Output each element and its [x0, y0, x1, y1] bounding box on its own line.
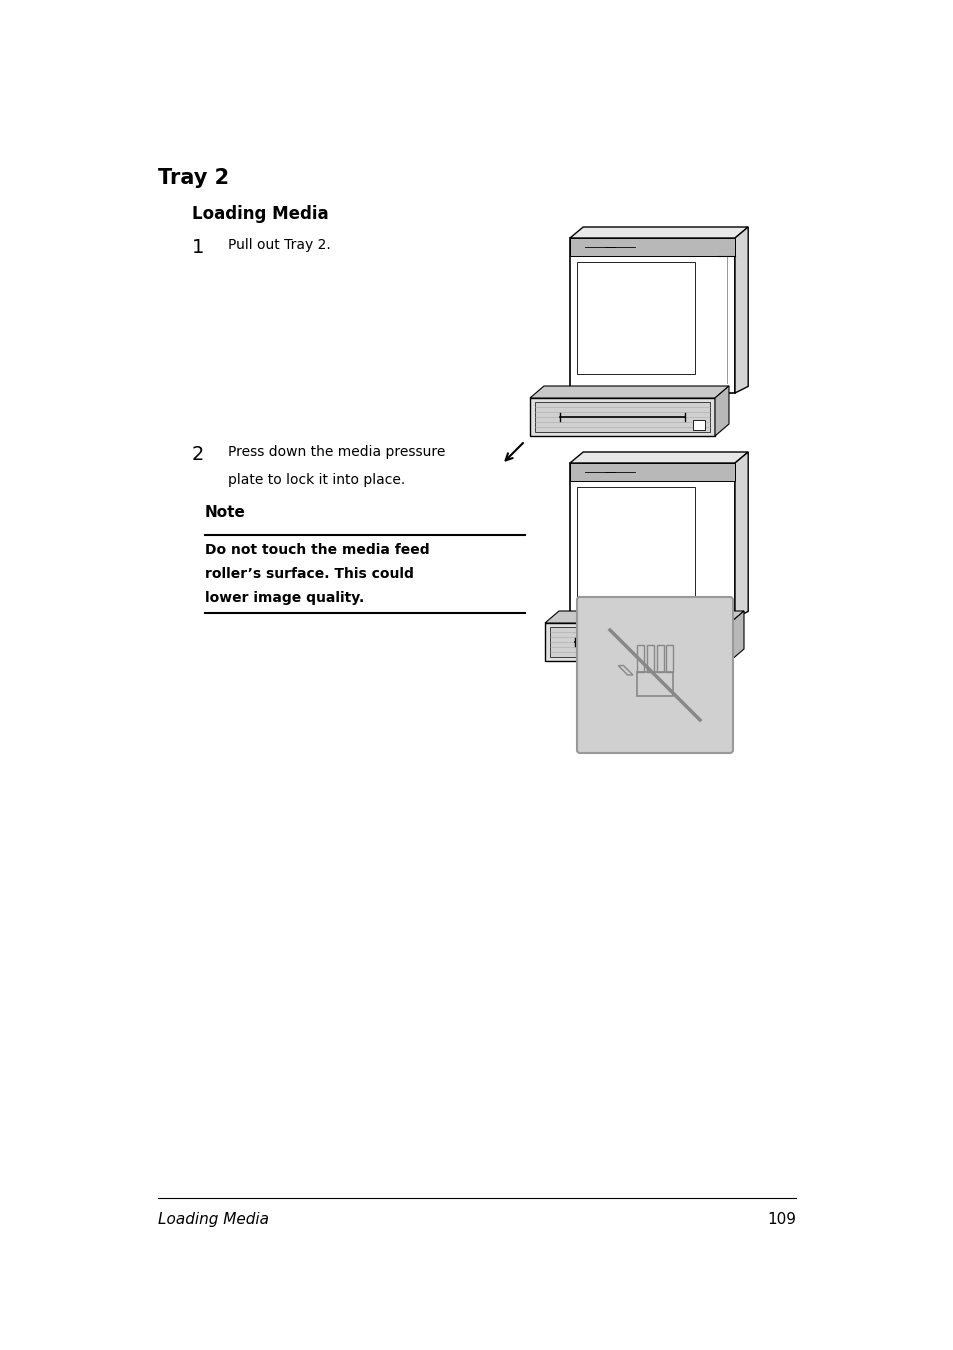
Text: Loading Media: Loading Media [158, 1212, 269, 1227]
Text: Tray 2: Tray 2 [158, 167, 229, 188]
Polygon shape [544, 612, 743, 622]
FancyBboxPatch shape [577, 597, 732, 753]
Text: plate to lock it into place.: plate to lock it into place. [228, 472, 405, 487]
Polygon shape [544, 622, 729, 662]
Polygon shape [576, 487, 695, 599]
Polygon shape [569, 463, 734, 481]
Polygon shape [569, 227, 747, 238]
Polygon shape [729, 612, 743, 662]
Polygon shape [569, 463, 734, 618]
Text: Do not touch the media feed: Do not touch the media feed [205, 543, 429, 558]
Polygon shape [535, 402, 709, 432]
Polygon shape [734, 452, 747, 618]
Polygon shape [550, 626, 724, 657]
Text: lower image quality.: lower image quality. [205, 591, 364, 605]
Text: Press down the media pressure: Press down the media pressure [228, 446, 445, 459]
Polygon shape [692, 420, 704, 431]
Text: Note: Note [205, 505, 246, 520]
Polygon shape [714, 386, 728, 436]
Polygon shape [734, 227, 747, 393]
Text: 109: 109 [766, 1212, 795, 1227]
Text: 1: 1 [192, 238, 204, 256]
Text: roller’s surface. This could: roller’s surface. This could [205, 567, 414, 580]
Polygon shape [569, 452, 747, 463]
Polygon shape [569, 238, 734, 393]
Text: 2: 2 [192, 446, 204, 464]
Polygon shape [707, 645, 720, 655]
Polygon shape [530, 386, 728, 398]
Polygon shape [576, 262, 695, 374]
Polygon shape [569, 238, 734, 256]
Text: Pull out Tray 2.: Pull out Tray 2. [228, 238, 331, 252]
Polygon shape [530, 398, 714, 436]
Text: Loading Media: Loading Media [192, 205, 328, 223]
